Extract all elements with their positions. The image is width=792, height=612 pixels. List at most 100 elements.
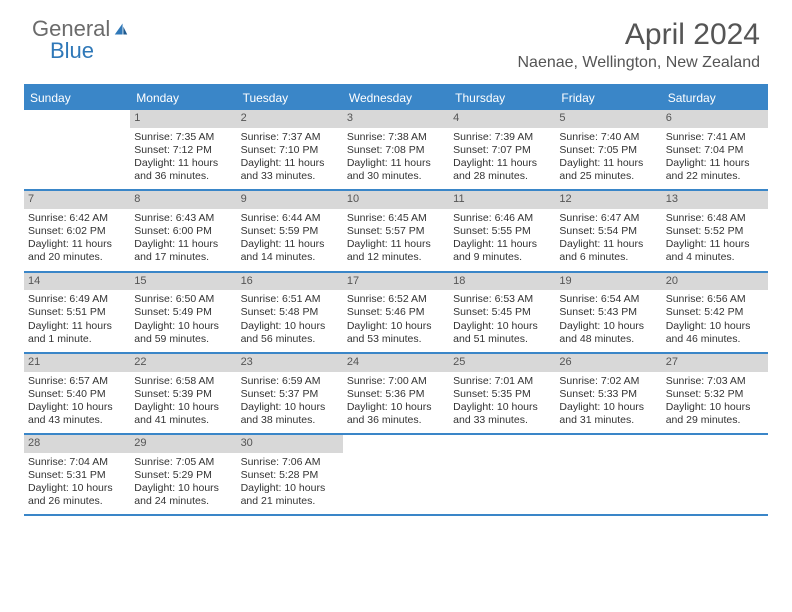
- daylight-text: Daylight: 10 hours and 26 minutes.: [28, 482, 126, 508]
- location-subtitle: Naenae, Wellington, New Zealand: [517, 54, 760, 72]
- sunset-text: Sunset: 7:10 PM: [241, 144, 339, 157]
- day-cell: 23Sunrise: 6:59 AMSunset: 5:37 PMDayligh…: [237, 354, 343, 433]
- sunrise-text: Sunrise: 7:38 AM: [347, 131, 445, 144]
- day-number: 26: [555, 354, 661, 372]
- day-cell: 16Sunrise: 6:51 AMSunset: 5:48 PMDayligh…: [237, 273, 343, 352]
- day-cell: 22Sunrise: 6:58 AMSunset: 5:39 PMDayligh…: [130, 354, 236, 433]
- sunset-text: Sunset: 5:33 PM: [559, 388, 657, 401]
- sunset-text: Sunset: 7:04 PM: [666, 144, 764, 157]
- sunset-text: Sunset: 5:31 PM: [28, 469, 126, 482]
- day-cell: 15Sunrise: 6:50 AMSunset: 5:49 PMDayligh…: [130, 273, 236, 352]
- daylight-text: Daylight: 10 hours and 56 minutes.: [241, 320, 339, 346]
- day-number: 9: [237, 191, 343, 209]
- day-number: 14: [24, 273, 130, 291]
- sunset-text: Sunset: 5:51 PM: [28, 306, 126, 319]
- sunset-text: Sunset: 5:46 PM: [347, 306, 445, 319]
- day-number: 6: [662, 110, 768, 128]
- day-number: 3: [343, 110, 449, 128]
- day-number: 25: [449, 354, 555, 372]
- sunrise-text: Sunrise: 7:41 AM: [666, 131, 764, 144]
- sunset-text: Sunset: 5:45 PM: [453, 306, 551, 319]
- day-number: 4: [449, 110, 555, 128]
- day-number: 8: [130, 191, 236, 209]
- daylight-text: Daylight: 11 hours and 33 minutes.: [241, 157, 339, 183]
- sunset-text: Sunset: 5:35 PM: [453, 388, 551, 401]
- day-cell: 12Sunrise: 6:47 AMSunset: 5:54 PMDayligh…: [555, 191, 661, 270]
- dayname-thu: Thursday: [449, 87, 555, 110]
- daylight-text: Daylight: 11 hours and 4 minutes.: [666, 238, 764, 264]
- day-cell: 29Sunrise: 7:05 AMSunset: 5:29 PMDayligh…: [130, 435, 236, 514]
- week-row: 7Sunrise: 6:42 AMSunset: 6:02 PMDaylight…: [24, 191, 768, 272]
- sunset-text: Sunset: 7:08 PM: [347, 144, 445, 157]
- daylight-text: Daylight: 10 hours and 59 minutes.: [134, 320, 232, 346]
- daylight-text: Daylight: 10 hours and 48 minutes.: [559, 320, 657, 346]
- dayname-wed: Wednesday: [343, 87, 449, 110]
- daylight-text: Daylight: 11 hours and 9 minutes.: [453, 238, 551, 264]
- week-row: 1Sunrise: 7:35 AMSunset: 7:12 PMDaylight…: [24, 110, 768, 191]
- sunset-text: Sunset: 7:07 PM: [453, 144, 551, 157]
- day-cell: 28Sunrise: 7:04 AMSunset: 5:31 PMDayligh…: [24, 435, 130, 514]
- day-cell: 10Sunrise: 6:45 AMSunset: 5:57 PMDayligh…: [343, 191, 449, 270]
- sunrise-text: Sunrise: 7:06 AM: [241, 456, 339, 469]
- daylight-text: Daylight: 11 hours and 17 minutes.: [134, 238, 232, 264]
- day-cell: [449, 435, 555, 514]
- day-number: 19: [555, 273, 661, 291]
- sunrise-text: Sunrise: 6:56 AM: [666, 293, 764, 306]
- daylight-text: Daylight: 10 hours and 31 minutes.: [559, 401, 657, 427]
- sunrise-text: Sunrise: 6:43 AM: [134, 212, 232, 225]
- daylight-text: Daylight: 11 hours and 30 minutes.: [347, 157, 445, 183]
- sunrise-text: Sunrise: 7:03 AM: [666, 375, 764, 388]
- day-number: 28: [24, 435, 130, 453]
- sunrise-text: Sunrise: 6:49 AM: [28, 293, 126, 306]
- daylight-text: Daylight: 10 hours and 53 minutes.: [347, 320, 445, 346]
- daylight-text: Daylight: 11 hours and 25 minutes.: [559, 157, 657, 183]
- day-cell: 6Sunrise: 7:41 AMSunset: 7:04 PMDaylight…: [662, 110, 768, 189]
- day-number: 27: [662, 354, 768, 372]
- day-number: 30: [237, 435, 343, 453]
- daylight-text: Daylight: 10 hours and 41 minutes.: [134, 401, 232, 427]
- sunrise-text: Sunrise: 7:35 AM: [134, 131, 232, 144]
- sunrise-text: Sunrise: 7:00 AM: [347, 375, 445, 388]
- day-cell: 11Sunrise: 6:46 AMSunset: 5:55 PMDayligh…: [449, 191, 555, 270]
- calendar: Sunday Monday Tuesday Wednesday Thursday…: [24, 84, 768, 516]
- day-number: 5: [555, 110, 661, 128]
- sunrise-text: Sunrise: 7:05 AM: [134, 456, 232, 469]
- daylight-text: Daylight: 10 hours and 51 minutes.: [453, 320, 551, 346]
- sunrise-text: Sunrise: 6:57 AM: [28, 375, 126, 388]
- daylight-text: Daylight: 10 hours and 29 minutes.: [666, 401, 764, 427]
- dayname-fri: Friday: [555, 87, 661, 110]
- day-cell: 26Sunrise: 7:02 AMSunset: 5:33 PMDayligh…: [555, 354, 661, 433]
- brand-logo: GeneralBlue: [32, 18, 130, 62]
- sunset-text: Sunset: 5:49 PM: [134, 306, 232, 319]
- day-cell: [555, 435, 661, 514]
- dayname-sun: Sunday: [24, 87, 130, 110]
- day-cell: 1Sunrise: 7:35 AMSunset: 7:12 PMDaylight…: [130, 110, 236, 189]
- day-number: 24: [343, 354, 449, 372]
- page-title: April 2024: [517, 18, 760, 52]
- day-number: 11: [449, 191, 555, 209]
- sunset-text: Sunset: 5:57 PM: [347, 225, 445, 238]
- sunrise-text: Sunrise: 7:37 AM: [241, 131, 339, 144]
- sunset-text: Sunset: 5:39 PM: [134, 388, 232, 401]
- day-number: 20: [662, 273, 768, 291]
- daylight-text: Daylight: 10 hours and 43 minutes.: [28, 401, 126, 427]
- day-number: 18: [449, 273, 555, 291]
- sunset-text: Sunset: 6:02 PM: [28, 225, 126, 238]
- day-cell: 24Sunrise: 7:00 AMSunset: 5:36 PMDayligh…: [343, 354, 449, 433]
- dayname-tue: Tuesday: [237, 87, 343, 110]
- brand-part2: Blue: [50, 38, 94, 63]
- sunrise-text: Sunrise: 7:01 AM: [453, 375, 551, 388]
- sunset-text: Sunset: 5:48 PM: [241, 306, 339, 319]
- daylight-text: Daylight: 10 hours and 33 minutes.: [453, 401, 551, 427]
- sunrise-text: Sunrise: 6:44 AM: [241, 212, 339, 225]
- dayname-sat: Saturday: [662, 87, 768, 110]
- day-number: 16: [237, 273, 343, 291]
- daylight-text: Daylight: 11 hours and 36 minutes.: [134, 157, 232, 183]
- day-cell: 9Sunrise: 6:44 AMSunset: 5:59 PMDaylight…: [237, 191, 343, 270]
- day-cell: [662, 435, 768, 514]
- sunrise-text: Sunrise: 6:46 AM: [453, 212, 551, 225]
- daylight-text: Daylight: 11 hours and 6 minutes.: [559, 238, 657, 264]
- title-block: April 2024 Naenae, Wellington, New Zeala…: [517, 18, 760, 72]
- day-number: 13: [662, 191, 768, 209]
- day-cell: 2Sunrise: 7:37 AMSunset: 7:10 PMDaylight…: [237, 110, 343, 189]
